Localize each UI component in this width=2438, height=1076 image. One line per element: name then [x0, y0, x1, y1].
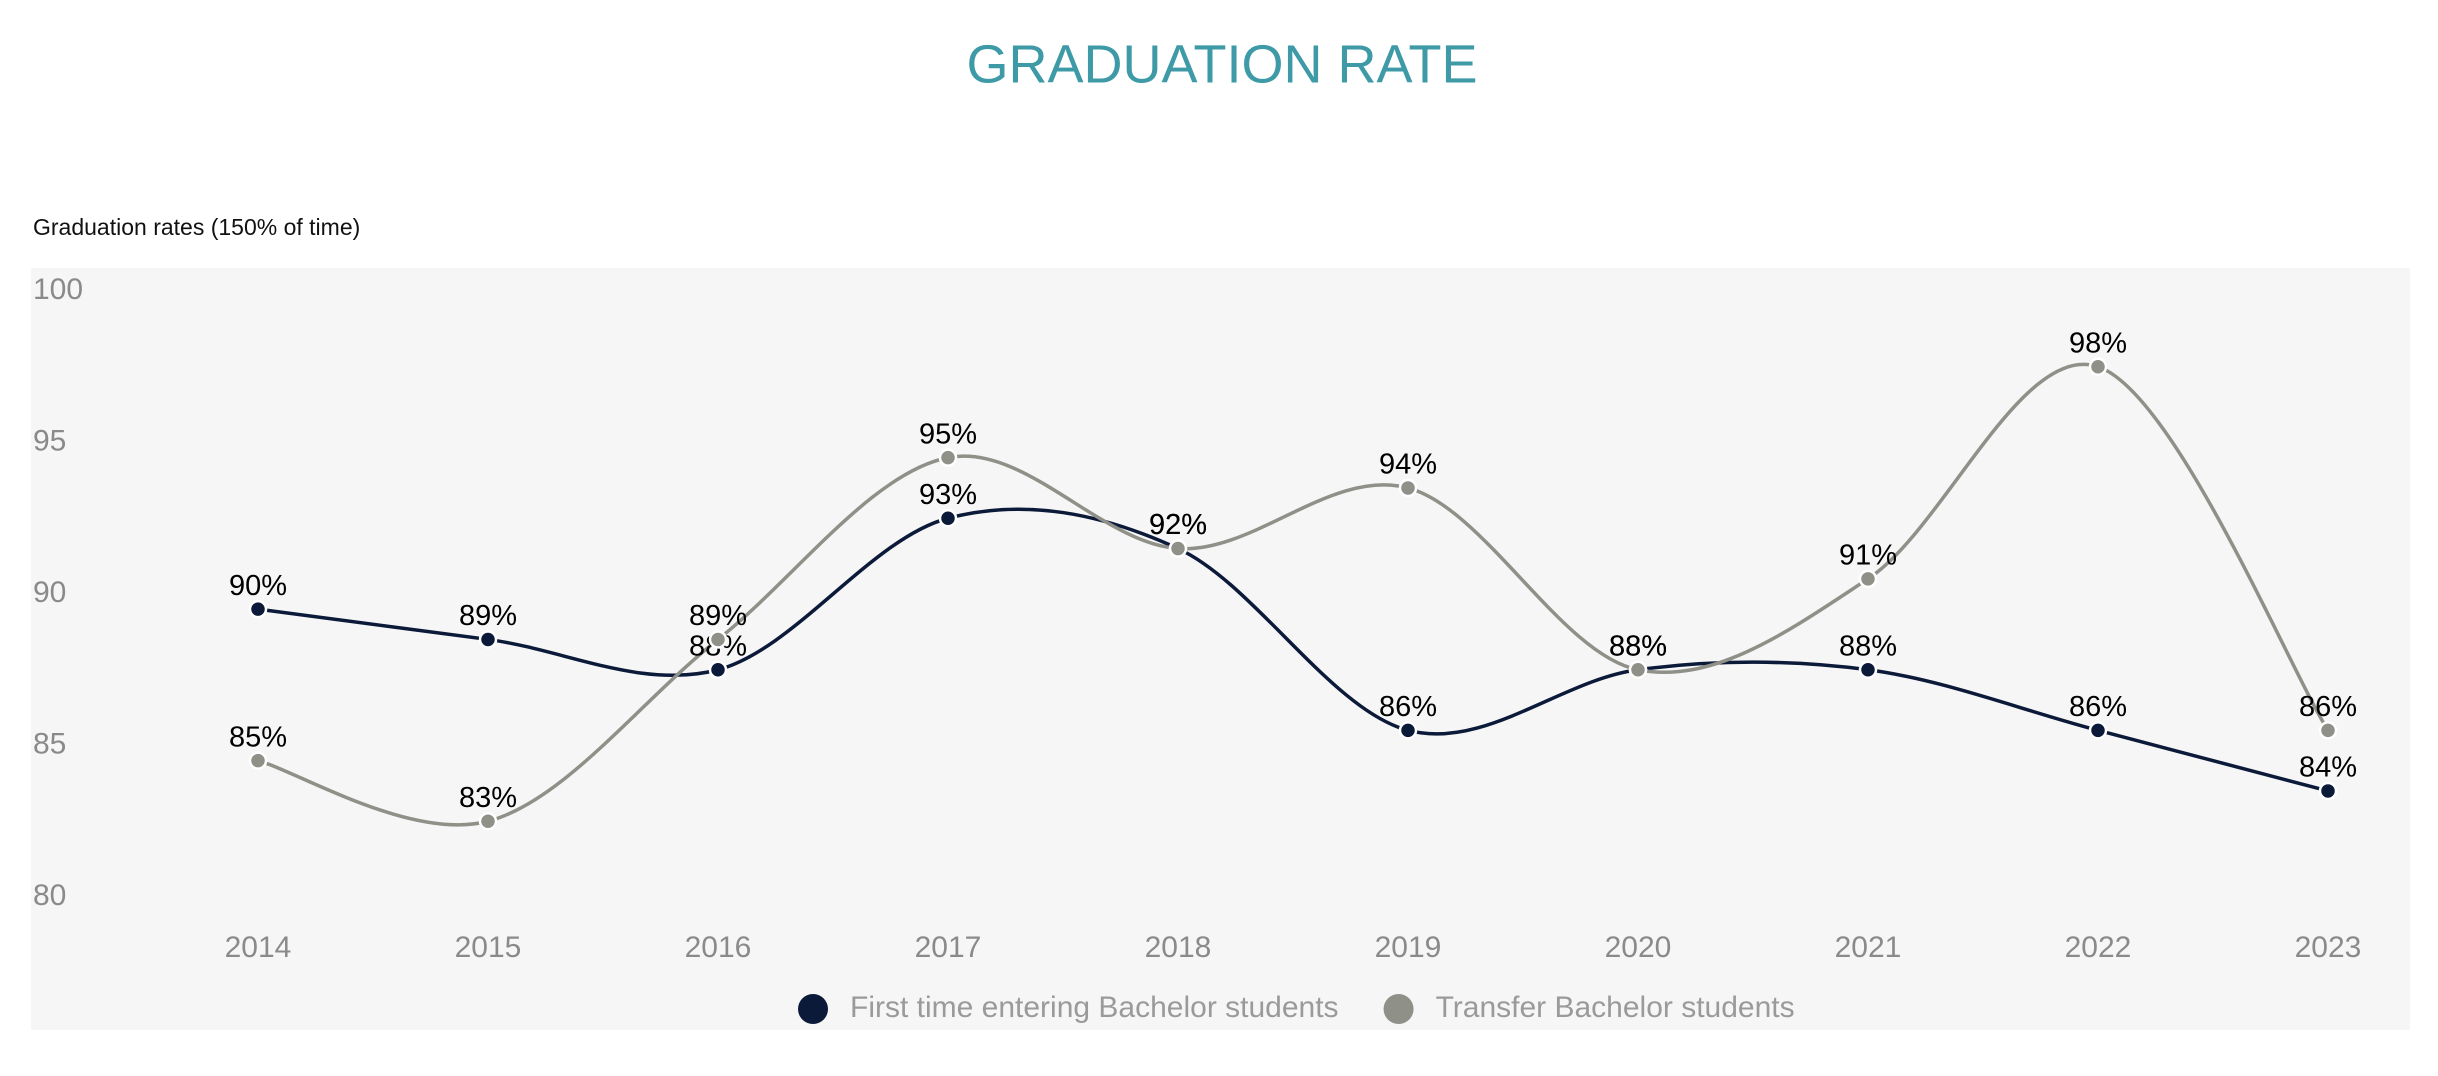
data-label: 84%: [2299, 752, 2357, 784]
data-point: [248, 599, 268, 619]
legend-label[interactable]: First time entering Bachelor students: [850, 991, 1339, 1024]
data-point: [1398, 721, 1418, 740]
data-point: [708, 630, 728, 649]
data-label: 94%: [1379, 449, 1437, 481]
y-tick-label: 85: [33, 727, 66, 760]
x-tick-label: 2015: [455, 931, 522, 964]
data-point: [1628, 660, 1648, 679]
data-point: [2318, 721, 2338, 740]
data-label: 85%: [229, 721, 287, 753]
data-label: 88%: [1609, 630, 1667, 662]
data-label: 89%: [689, 600, 747, 632]
legend-marker[interactable]: [798, 994, 828, 1024]
data-label: 86%: [2299, 691, 2357, 723]
data-label: 95%: [919, 418, 977, 450]
legend-marker[interactable]: [1383, 994, 1414, 1024]
y-tick-label: 80: [33, 879, 66, 912]
x-tick-label: 2022: [2065, 931, 2132, 964]
data-point: [2088, 357, 2108, 376]
x-tick-label: 2018: [1145, 931, 1212, 964]
series-line: [257, 507, 2329, 793]
data-label: 90%: [229, 570, 287, 602]
data-label: 92%: [1149, 509, 1207, 541]
data-point: [478, 812, 498, 831]
data-point: [1398, 478, 1418, 498]
x-tick-label: 2014: [225, 931, 292, 964]
x-tick-label: 2017: [915, 931, 982, 964]
data-label: 88%: [1839, 630, 1897, 662]
data-label: 93%: [919, 479, 977, 511]
series-line: [257, 362, 2330, 827]
plot-background: [31, 268, 2410, 1030]
data-point: [938, 448, 958, 467]
y-tick-label: 100: [33, 273, 83, 306]
x-tick-label: 2023: [2295, 931, 2362, 964]
data-point: [708, 660, 728, 679]
axis-label: Graduation rates (150% of time): [33, 214, 360, 240]
legend-label[interactable]: Transfer Bachelor students: [1436, 991, 1795, 1024]
data-label: 86%: [1379, 691, 1437, 723]
data-label: 92%: [1149, 509, 1207, 541]
data-point: [2088, 721, 2108, 740]
data-label: 91%: [1839, 540, 1897, 572]
data-point: [248, 751, 268, 770]
x-tick-label: 2019: [1375, 931, 1442, 964]
chart-title: GRADUATION RATE: [966, 34, 1477, 94]
data-point: [1168, 539, 1188, 558]
x-tick-label: 2020: [1605, 931, 1672, 964]
data-point: [1858, 660, 1878, 679]
y-tick-label: 95: [33, 424, 66, 457]
data-label: 86%: [2069, 691, 2127, 723]
x-tick-label: 2021: [1835, 931, 1902, 964]
y-tick-label: 90: [33, 576, 66, 609]
data-label: 98%: [2069, 327, 2127, 359]
data-point: [1858, 569, 1878, 589]
data-label: 89%: [459, 600, 517, 632]
data-label: 88%: [1609, 630, 1667, 662]
data-label: 83%: [459, 782, 517, 814]
x-tick-label: 2016: [685, 931, 752, 964]
data-point: [2318, 781, 2338, 801]
data-point: [938, 509, 958, 528]
data-point: [478, 630, 498, 649]
